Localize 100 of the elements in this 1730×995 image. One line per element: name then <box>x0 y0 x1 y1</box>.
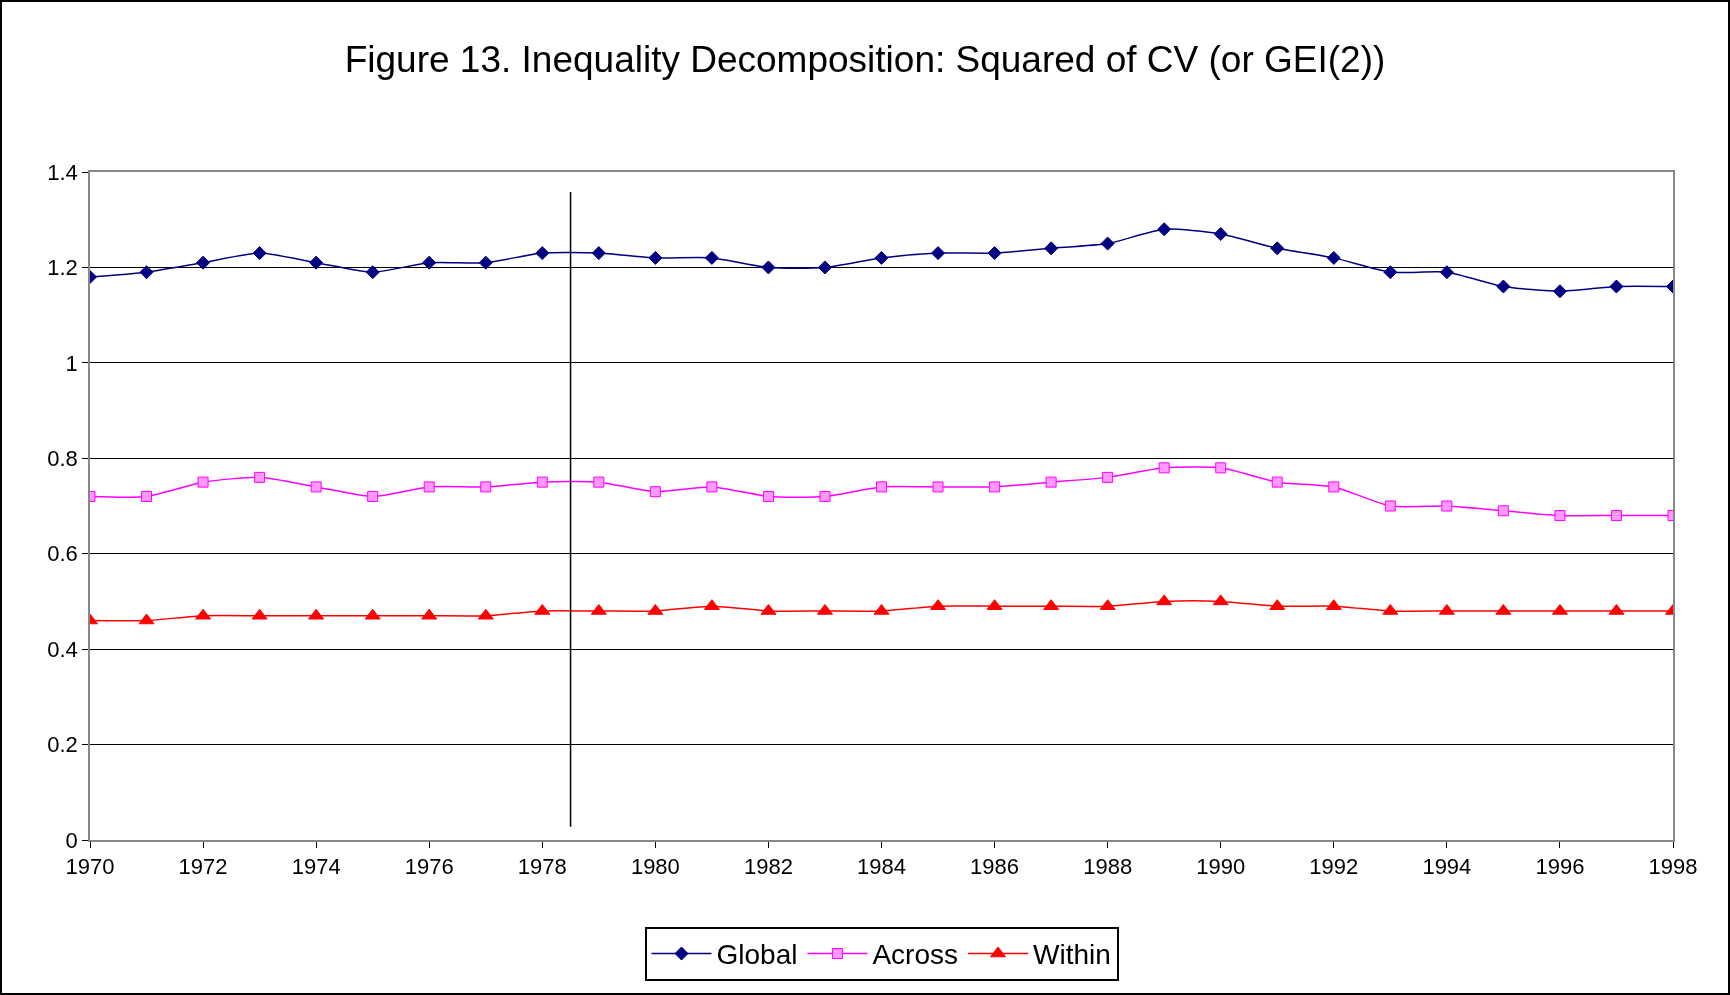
point <box>308 608 325 620</box>
point <box>139 265 154 280</box>
point <box>1328 481 1340 493</box>
point <box>251 608 268 620</box>
legend-label: Global <box>716 939 798 971</box>
point <box>310 481 322 493</box>
point <box>1384 500 1396 512</box>
point <box>873 603 890 615</box>
point <box>254 471 266 483</box>
y-tick-label: 1.2 <box>47 255 78 281</box>
point <box>535 246 550 261</box>
x-tick-label: 1986 <box>970 854 1020 880</box>
point <box>365 265 380 280</box>
x-tick-label: 1996 <box>1535 854 1585 880</box>
point <box>1438 603 1455 615</box>
point <box>1271 476 1283 488</box>
point <box>1382 603 1399 615</box>
y-tick-label: 0.4 <box>47 636 78 662</box>
point <box>760 603 777 615</box>
x-tick-label: 1976 <box>404 854 454 880</box>
x-tick-label: 1998 <box>1648 854 1698 880</box>
y-tick-label: 1.4 <box>47 159 78 185</box>
point <box>761 260 776 275</box>
point <box>1496 279 1511 294</box>
point <box>590 603 607 615</box>
x-tick-label: 1972 <box>178 854 228 880</box>
point <box>197 476 209 488</box>
x-tick-label: 1990 <box>1196 854 1246 880</box>
point <box>1554 510 1566 522</box>
point <box>1551 603 1568 615</box>
point <box>1215 462 1227 474</box>
point <box>593 476 605 488</box>
point <box>1157 222 1172 237</box>
point <box>1044 241 1059 256</box>
point <box>1158 462 1170 474</box>
x-tick-label: 1984 <box>857 854 906 880</box>
point <box>480 481 492 493</box>
point <box>1270 241 1285 256</box>
point <box>1383 265 1398 280</box>
point <box>1102 471 1114 483</box>
point <box>422 255 437 270</box>
point <box>989 481 1001 493</box>
x-tick-label: 1982 <box>743 854 793 880</box>
point <box>367 490 379 502</box>
point <box>309 255 324 270</box>
x-tick-label: 1974 <box>291 854 341 880</box>
point <box>819 490 831 502</box>
point <box>141 490 153 502</box>
point <box>364 608 381 620</box>
point <box>1045 476 1057 488</box>
point <box>1156 594 1173 606</box>
point <box>1326 250 1341 265</box>
point <box>534 603 551 615</box>
point <box>932 481 944 493</box>
point <box>1441 500 1453 512</box>
point <box>138 613 155 625</box>
x-tick-label: 1980 <box>630 854 680 880</box>
point <box>876 481 887 493</box>
point <box>762 490 774 502</box>
point <box>478 255 493 270</box>
point <box>704 250 719 265</box>
point <box>987 246 1002 261</box>
x-tick-label: 1978 <box>517 854 567 880</box>
y-tick-label: 0.8 <box>47 445 78 471</box>
point <box>706 481 718 493</box>
point <box>931 246 946 261</box>
point <box>196 255 211 270</box>
point <box>1100 236 1115 251</box>
point <box>647 603 664 615</box>
x-tick-label: 1988 <box>1083 854 1133 880</box>
point <box>536 476 548 488</box>
legend-label: Within <box>1033 939 1111 971</box>
point <box>817 260 832 275</box>
point <box>1212 594 1229 606</box>
point <box>1497 505 1509 517</box>
point <box>648 250 663 265</box>
x-tick-label: 1994 <box>1422 854 1472 880</box>
point <box>423 481 435 493</box>
point <box>1439 265 1454 280</box>
y-tick-label: 0 <box>65 827 78 853</box>
x-tick-label: 1992 <box>1309 854 1359 880</box>
point <box>816 603 833 615</box>
point <box>1495 603 1512 615</box>
point <box>252 246 267 261</box>
chart-title: Figure 13. Inequality Decomposition: Squared of CV (or GEI(2)) <box>344 39 1386 81</box>
point <box>1552 284 1567 299</box>
y-tick-label: 1 <box>65 350 78 376</box>
y-tick-label: 0.2 <box>47 732 78 758</box>
x-tick-label: 1970 <box>65 854 115 880</box>
point <box>591 246 606 261</box>
point <box>1609 279 1624 294</box>
point <box>1213 227 1228 242</box>
point <box>477 608 494 620</box>
point <box>1608 603 1625 615</box>
point <box>874 250 889 265</box>
point <box>649 486 661 498</box>
point <box>421 608 438 620</box>
legend-label: Across <box>872 939 959 971</box>
point <box>1610 510 1622 522</box>
y-tick-label: 0.6 <box>47 541 78 567</box>
